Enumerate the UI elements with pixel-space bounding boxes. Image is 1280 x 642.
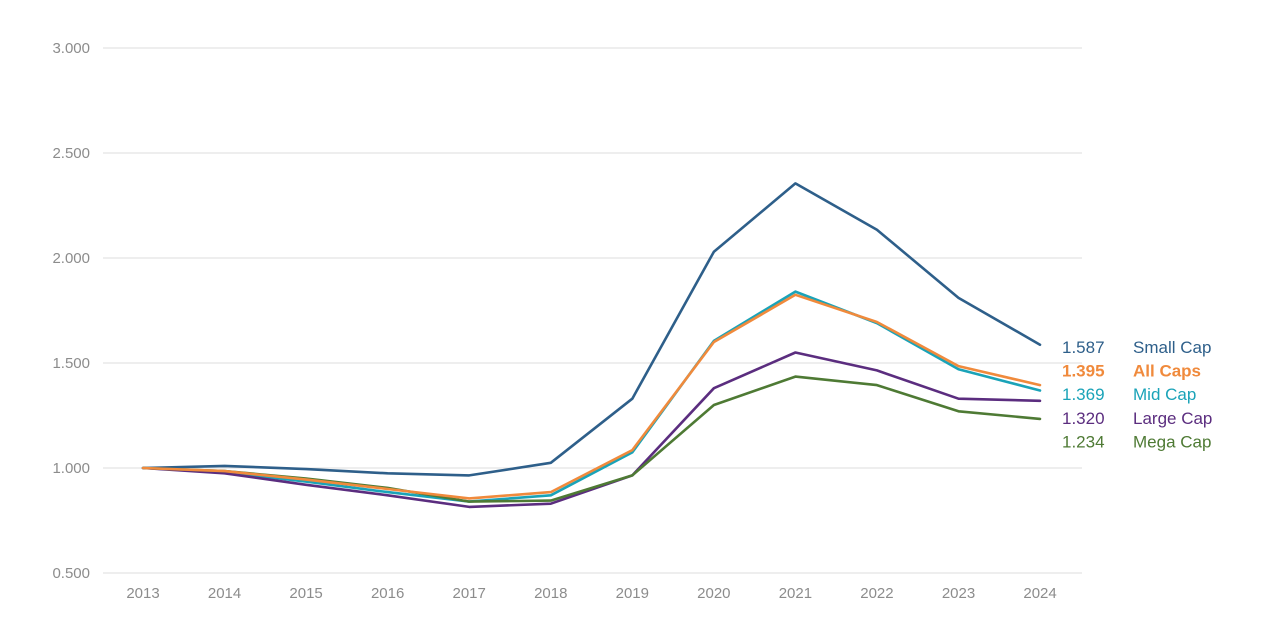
x-tick-label: 2015 <box>289 585 322 602</box>
legend-entry: Mega Cap <box>1133 432 1211 451</box>
legend-entry: Large Cap <box>1133 409 1212 428</box>
series-line-large-cap <box>141 351 1042 509</box>
y-tick-label: 0.500 <box>52 565 90 582</box>
x-tick-label: 2021 <box>779 585 812 602</box>
x-tick-label: 2014 <box>208 585 241 602</box>
x-tick-label: 2022 <box>860 585 893 602</box>
end-value-label: 1.320 <box>1062 409 1105 428</box>
legend-entry: All Caps <box>1133 362 1201 381</box>
series-line-small-cap <box>141 182 1042 477</box>
grid-lines <box>103 47 1082 574</box>
x-tick-label: 2018 <box>534 585 567 602</box>
x-tick-label: 2013 <box>126 585 159 602</box>
x-tick-label: 2019 <box>616 585 649 602</box>
x-tick-label: 2023 <box>942 585 975 602</box>
x-tick-label: 2016 <box>371 585 404 602</box>
y-tick-label: 2.500 <box>52 145 90 162</box>
axes: 0.500 1.000 1.500 2.000 2.500 3.000 2013 2014 20… <box>52 40 1056 602</box>
series-line-all-caps <box>141 293 1042 500</box>
x-tick-label: 2020 <box>697 585 730 602</box>
y-tick-label: 2.000 <box>52 250 90 267</box>
x-tick-label: 2024 <box>1023 585 1056 602</box>
end-value-label: 1.395 <box>1062 362 1105 381</box>
y-tick-label: 3.000 <box>52 40 90 57</box>
series-line-mega-cap <box>141 375 1042 503</box>
y-tick-label: 1.500 <box>52 355 90 372</box>
end-value-label: 1.234 <box>1062 432 1105 451</box>
series-lines <box>141 182 1042 509</box>
legend-entry: Mid Cap <box>1133 385 1196 404</box>
y-tick-label: 1.000 <box>52 460 90 477</box>
end-labels: 1.587 Small Cap 1.395 All Caps 1.369 Mid Cap 1… <box>1062 338 1212 451</box>
legend-entry: Small Cap <box>1133 338 1211 357</box>
end-value-label: 1.587 <box>1062 338 1105 357</box>
end-value-label: 1.369 <box>1062 385 1105 404</box>
x-tick-label: 2017 <box>453 585 486 602</box>
